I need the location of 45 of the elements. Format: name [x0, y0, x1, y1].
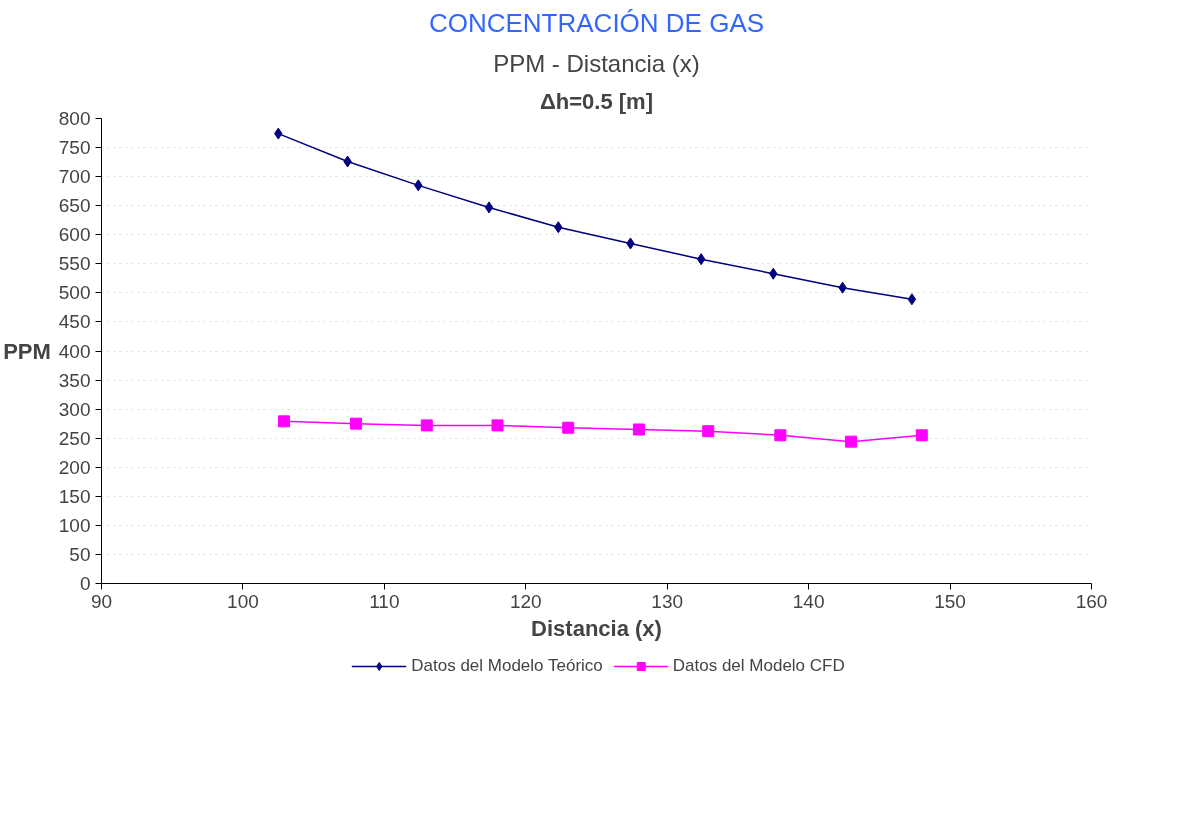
y-tick-label: 150 — [58, 485, 91, 507]
y-tick-label: 100 — [58, 514, 91, 536]
x-tick-label: 140 — [792, 590, 825, 612]
y-axis-title: PPM — [3, 338, 51, 364]
point — [702, 425, 715, 438]
y-tick-label: 300 — [58, 398, 91, 420]
x-tick-label: 130 — [651, 590, 684, 612]
point — [350, 417, 363, 430]
y-tick-label: 500 — [58, 282, 91, 304]
y-tick-label: 750 — [58, 137, 91, 159]
y-tick-label: 250 — [58, 427, 91, 449]
x-tick-label: 90 — [90, 590, 113, 612]
point — [277, 415, 290, 428]
legend-label: Datos del Modelo Teórico — [411, 655, 603, 676]
y-tick-label: 400 — [58, 340, 91, 362]
x-tick-label: 150 — [934, 590, 966, 612]
point — [491, 419, 504, 432]
point — [845, 435, 858, 448]
y-tick-label: 600 — [58, 224, 91, 246]
point — [484, 201, 494, 214]
y-tick-label: 50 — [69, 543, 91, 565]
point — [774, 429, 787, 442]
x-axis-title: Distancia (x) — [531, 615, 662, 641]
x-tick-label: 110 — [369, 590, 400, 612]
y-tick-label: 450 — [58, 311, 91, 333]
y-tick-label: 800 — [58, 108, 91, 129]
y-tick-label: 550 — [58, 253, 91, 275]
y-tick-label: 650 — [58, 195, 91, 217]
x-tick-label: 120 — [509, 590, 542, 612]
chart-title: CONCENTRACIÓN DE GAS — [428, 7, 765, 38]
y-tick-label: 350 — [58, 369, 91, 391]
chart-subtitle: PPM - Distancia (x) — [493, 49, 700, 77]
point — [632, 423, 645, 436]
x-tick-label: 160 — [1075, 590, 1108, 612]
point — [907, 293, 917, 306]
point — [420, 419, 433, 432]
point — [562, 421, 575, 434]
y-tick-label: 200 — [58, 456, 91, 478]
legend-label: Datos del Modelo CFD — [672, 655, 845, 676]
text: Δh=0.5 [m] — [540, 88, 654, 114]
y-tick-label: 700 — [58, 166, 91, 188]
y-tick-label: 0 — [79, 573, 91, 594]
x-tick-label: 100 — [227, 590, 259, 612]
point — [696, 253, 706, 266]
point — [915, 429, 928, 442]
